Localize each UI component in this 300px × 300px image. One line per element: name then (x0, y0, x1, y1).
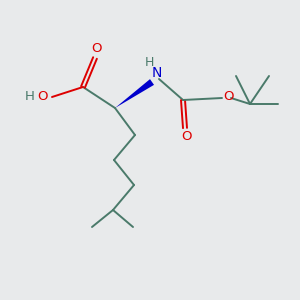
Text: O: O (91, 43, 101, 56)
Text: H: H (25, 91, 35, 103)
Text: O: O (224, 89, 234, 103)
Text: O: O (38, 91, 48, 103)
Text: O: O (181, 130, 191, 143)
Text: H: H (144, 56, 154, 70)
Polygon shape (115, 79, 154, 108)
Text: N: N (152, 66, 162, 80)
